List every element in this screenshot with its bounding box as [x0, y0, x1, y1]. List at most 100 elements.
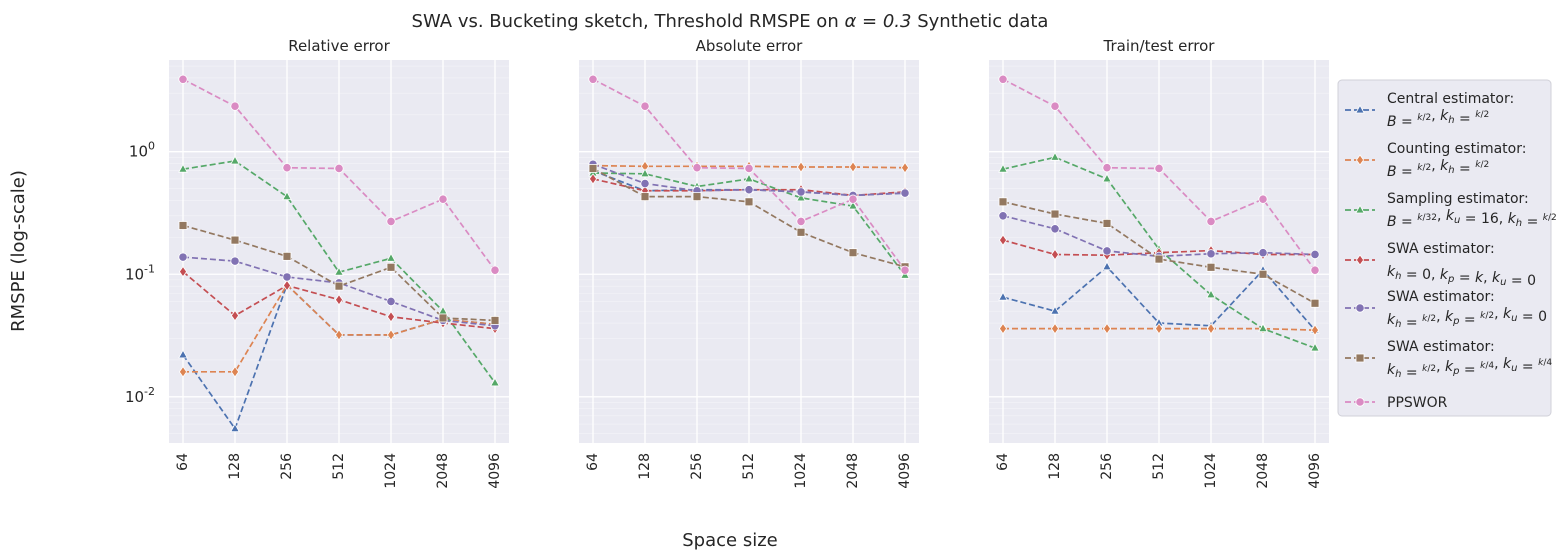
data-point [1310, 249, 1320, 260]
data-point [1154, 254, 1164, 264]
series-ppswor [588, 74, 910, 275]
data-point [1258, 248, 1268, 258]
data-point [230, 155, 240, 165]
data-point [1310, 298, 1320, 308]
legend-item-7: PPSWOR [1345, 395, 1448, 411]
data-point [282, 163, 292, 173]
data-point [230, 423, 240, 433]
x-tick-label: 4096 [1307, 453, 1323, 489]
data-point [386, 329, 396, 341]
legend-item-1: Central estimator:B = k/2, kh = k/2 [1345, 91, 1514, 130]
data-point [282, 279, 292, 292]
data-point [1206, 289, 1216, 299]
legend: Central estimator:B = k/2, kh = k/2 Count… [1337, 79, 1557, 417]
data-point [1050, 224, 1060, 234]
data-point [796, 227, 806, 237]
data-point [998, 322, 1008, 335]
y-tick-label: 100 [129, 140, 155, 161]
data-point [230, 256, 240, 266]
data-point [692, 192, 702, 202]
data-point [178, 349, 188, 359]
legend-marker [1355, 254, 1365, 266]
legend-label-title: SWA estimator: [1387, 339, 1495, 355]
legend-label-formula: B = k/32, ku = 16, kh = k/2 [1387, 208, 1557, 230]
data-point [588, 164, 598, 173]
data-point [998, 211, 1008, 221]
data-point [796, 216, 806, 226]
data-point [178, 252, 188, 262]
data-point [1258, 323, 1268, 333]
data-point [386, 252, 396, 262]
x-tick-label: 4096 [487, 453, 503, 489]
data-point [1102, 322, 1112, 335]
data-point [796, 192, 806, 202]
data-point [1206, 216, 1216, 226]
data-point [1102, 261, 1112, 271]
data-point [640, 178, 650, 189]
legend-label-title: Central estimator: [1387, 91, 1514, 107]
title-suffix: Synthetic data [911, 11, 1048, 32]
x-tick-label: 256 [1099, 453, 1115, 480]
data-point [1206, 262, 1216, 272]
data-point [334, 163, 344, 174]
x-tick-label: 2048 [1255, 453, 1271, 489]
x-axis-label: Space size [682, 530, 777, 551]
legend-label-formula: kh = k/2, kp = k/2, ku = 0 [1387, 306, 1547, 331]
x-tick-label: 1024 [383, 453, 399, 489]
data-point [1206, 249, 1216, 259]
data-point [744, 173, 754, 183]
panel-title: Absolute error [696, 37, 803, 55]
data-point [1310, 342, 1320, 352]
data-point [796, 187, 806, 197]
series-ppswor [178, 74, 500, 275]
data-point [178, 163, 188, 173]
data-point [438, 313, 448, 323]
title-alpha: α = 0.3 [844, 11, 911, 32]
data-point [1154, 322, 1164, 335]
data-point [1310, 324, 1320, 336]
legend-item-5: SWA estimator:kh = k/2, kp = k/2, ku = 0 [1345, 289, 1547, 331]
legend-label-title: Counting estimator: [1387, 141, 1526, 157]
x-tick-label: 2048 [435, 453, 451, 489]
data-point [900, 188, 910, 198]
data-point [282, 272, 292, 282]
legend-marker [1355, 303, 1365, 313]
legend-marker [1355, 204, 1365, 214]
legend-label-formula: kh = k/2, kp = k/4, ku = k/4 [1387, 356, 1552, 381]
data-point [588, 173, 598, 185]
data-point [744, 163, 754, 174]
data-point [386, 311, 396, 323]
data-point [1050, 151, 1060, 161]
panel-absolute-error: 64 128 256 512 1024 2048 4096 Absolute error [579, 37, 919, 489]
data-point [848, 161, 858, 173]
data-point [1050, 248, 1060, 261]
data-point [1258, 194, 1268, 204]
legend-marker [1355, 397, 1365, 407]
data-point [386, 262, 396, 272]
legend-marker [1355, 104, 1365, 114]
data-point [848, 194, 858, 204]
x-tick-label: 128 [637, 453, 653, 480]
legend-label-formula: kh = 0, kp = k, ku = 0 [1387, 264, 1536, 289]
data-point [230, 235, 240, 245]
legend-marker [1355, 353, 1365, 363]
data-point [848, 200, 858, 210]
legend-label-formula: B = k/2, kh = k/2 [1387, 108, 1489, 130]
data-point [640, 101, 650, 111]
series-ppswor [998, 74, 1320, 275]
data-point [1154, 163, 1164, 174]
legend-label-title: SWA estimator: [1387, 241, 1495, 257]
data-point [438, 194, 448, 204]
data-point [998, 234, 1008, 246]
x-tick-label: 512 [1151, 453, 1167, 480]
data-point [900, 265, 910, 275]
data-point [1102, 163, 1112, 173]
data-point [386, 296, 396, 307]
figure-title: SWA vs. Bucketing sketch, Threshold RMSP… [412, 11, 1049, 32]
data-point [744, 185, 754, 195]
panels: 64 128 256 512 1024 2048 4096 10-2 10-1 100 Relati… [125, 37, 1329, 489]
data-point [490, 377, 500, 387]
series-swa-estimator-kh-k-2-kp-k-4-ku-k-4 [998, 197, 1320, 308]
legend-item-4: SWA estimator: kh = 0, kp = k, ku = 0 [1345, 241, 1536, 289]
x-tick-label: 128 [1047, 453, 1063, 480]
